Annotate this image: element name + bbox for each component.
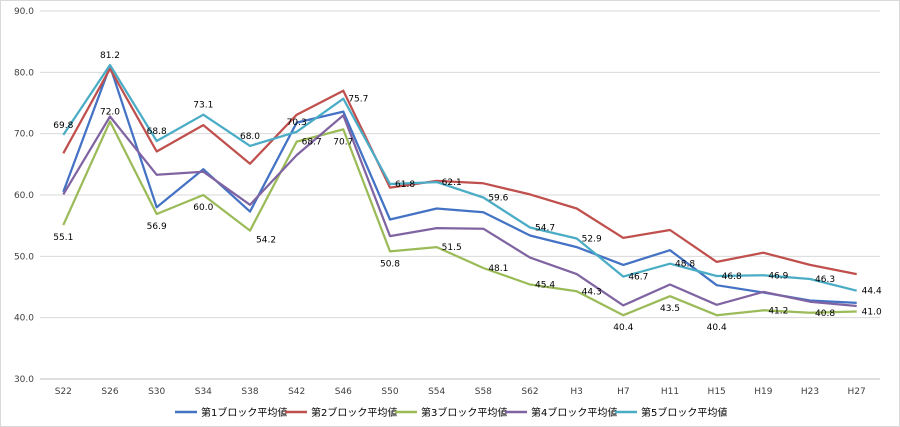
- data-label: 59.6: [488, 193, 508, 203]
- series-line-1: [62, 65, 857, 305]
- data-label: 73.1: [193, 101, 213, 111]
- x-tick-label: S50: [381, 387, 398, 397]
- data-label: 61.8: [395, 180, 415, 190]
- legend-entry: 第2ブロック平均値: [311, 406, 397, 419]
- data-label: 40.8: [815, 309, 835, 319]
- data-label: 60.0: [193, 203, 213, 213]
- x-tick-label: S30: [148, 387, 165, 397]
- y-tick-label: 80.0: [14, 68, 34, 78]
- y-tick-label: 30.0: [14, 375, 34, 385]
- data-label: 51.5: [442, 243, 462, 253]
- x-tick-label: S58: [475, 387, 492, 397]
- y-tick-label: 70.0: [14, 130, 34, 140]
- data-label: 70.7: [333, 137, 353, 147]
- data-label: 46.8: [722, 272, 742, 282]
- y-tick-label: 50.0: [14, 252, 34, 262]
- data-label: 69.8: [53, 121, 73, 131]
- x-tick-label: H27: [848, 387, 866, 397]
- legend-entry: 第5ブロック平均値: [641, 406, 727, 419]
- data-label: 54.2: [256, 236, 276, 246]
- x-tick-label: S38: [241, 387, 258, 397]
- legend-entry: 第4ブロック平均値: [531, 406, 617, 419]
- data-label: 46.9: [768, 271, 788, 281]
- data-label: 46.3: [815, 275, 835, 285]
- data-label: 41.2: [768, 306, 788, 316]
- series-line-4: [62, 114, 857, 308]
- data-label: 44.3: [582, 287, 602, 297]
- data-label: 68.8: [147, 127, 167, 137]
- data-label: 45.4: [535, 281, 555, 291]
- data-label: 44.4: [862, 287, 882, 297]
- data-label: 62.1: [442, 178, 462, 188]
- data-label: 50.8: [380, 259, 400, 269]
- x-tick-label: S26: [101, 387, 118, 397]
- data-label: 70.3: [287, 118, 307, 128]
- x-tick-label: H15: [708, 387, 726, 397]
- x-tick-label: S34: [195, 387, 212, 397]
- x-tick-label: H19: [754, 387, 772, 397]
- data-label: 68.7: [302, 138, 322, 148]
- data-label: 81.2: [100, 51, 120, 61]
- data-label: 54.7: [535, 224, 555, 234]
- y-tick-label: 90.0: [14, 7, 34, 17]
- series-line-3: [62, 120, 857, 317]
- series-line-2: [62, 67, 857, 276]
- data-label: 68.0: [240, 132, 260, 142]
- y-tick-label: 40.0: [14, 314, 34, 324]
- x-tick-label: H11: [661, 387, 679, 397]
- data-label: 41.0: [862, 308, 882, 318]
- data-label: 72.0: [100, 107, 120, 117]
- data-label: 56.9: [147, 222, 167, 232]
- legend-entry: 第1ブロック平均値: [201, 406, 287, 419]
- x-tick-label: H3: [570, 387, 583, 397]
- data-label: 52.9: [582, 235, 602, 245]
- data-label: 75.7: [348, 95, 368, 105]
- x-tick-label: S46: [335, 387, 352, 397]
- x-tick-label: S42: [288, 387, 305, 397]
- data-label: 48.8: [675, 260, 695, 270]
- legend-entry: 第3ブロック平均値: [421, 406, 507, 419]
- data-label: 43.5: [660, 304, 680, 314]
- x-tick-label: S62: [521, 387, 538, 397]
- data-label: 46.7: [628, 273, 648, 283]
- data-label: 55.1: [53, 233, 73, 243]
- x-tick-label: S54: [428, 387, 445, 397]
- x-tick-label: S22: [55, 387, 72, 397]
- x-tick-label: H23: [801, 387, 819, 397]
- series-line-5: [62, 63, 857, 292]
- x-tick-label: H7: [617, 387, 630, 397]
- data-label: 40.4: [613, 323, 633, 333]
- data-label: 48.1: [488, 264, 508, 274]
- y-tick-label: 60.0: [14, 191, 34, 201]
- data-label: 40.4: [707, 323, 727, 333]
